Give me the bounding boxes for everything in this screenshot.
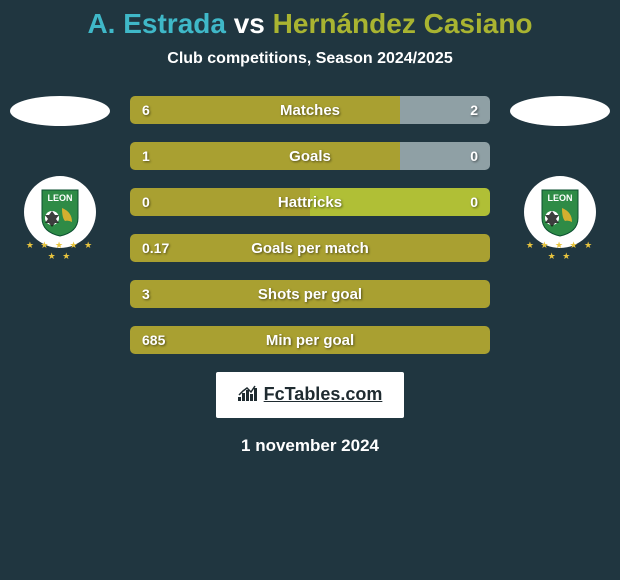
left-side: LEON ★ ★ ★ ★ ★ ★ ★ — [0, 96, 120, 254]
leon-crest-icon: LEON — [532, 184, 588, 240]
badge-circle: LEON — [524, 176, 596, 248]
right-side: LEON ★ ★ ★ ★ ★ ★ ★ — [500, 96, 620, 254]
stat-row: Min per goal685 — [130, 326, 490, 354]
badge-text: LEON — [47, 193, 72, 203]
date: 1 november 2024 — [0, 436, 620, 456]
player2-name: Hernández Casiano — [273, 8, 533, 39]
page-title: A. Estrada vs Hernández Casiano — [0, 8, 620, 40]
fctables-logo-icon — [238, 385, 258, 406]
content: LEON ★ ★ ★ ★ ★ ★ ★ LEON — [0, 96, 620, 456]
player1-team-badge: LEON ★ ★ ★ ★ ★ ★ ★ — [20, 174, 100, 254]
bar-value-left: 6 — [142, 96, 150, 124]
badge-stars: ★ ★ ★ ★ ★ ★ ★ — [520, 240, 600, 262]
fctables-link[interactable]: FcTables.com — [216, 372, 405, 418]
stat-row: Hattricks0 0 — [130, 188, 490, 216]
bar-label: Min per goal — [130, 326, 490, 354]
vs-text: vs — [234, 8, 265, 39]
bar-label: Hattricks — [130, 188, 490, 216]
bar-value-left: 1 — [142, 142, 150, 170]
player2-link[interactable]: Hernández Casiano — [273, 8, 533, 39]
badge-stars: ★ ★ ★ ★ ★ ★ ★ — [20, 240, 100, 262]
bar-label: Goals per match — [130, 234, 490, 262]
badge-circle: LEON — [24, 176, 96, 248]
bar-value-right: 0 — [470, 142, 478, 170]
stat-row: Goals per match0.17 — [130, 234, 490, 262]
root: A. Estrada vs Hernández Casiano Club com… — [0, 0, 620, 580]
bar-value-left: 3 — [142, 280, 150, 308]
stat-row: Shots per goal3 — [130, 280, 490, 308]
footer: FcTables.com — [0, 372, 620, 418]
bar-value-left: 0 — [142, 188, 150, 216]
bar-value-left: 0.17 — [142, 234, 169, 262]
bar-label: Goals — [130, 142, 490, 170]
player1-link[interactable]: A. Estrada — [87, 8, 226, 39]
bar-label: Shots per goal — [130, 280, 490, 308]
leon-crest-icon: LEON — [32, 184, 88, 240]
player1-photo-placeholder — [10, 96, 110, 126]
stat-bars: Matches62Goals10Hattricks00Goals per mat… — [130, 96, 490, 354]
subtitle: Club competitions, Season 2024/2025 — [0, 50, 620, 68]
bar-label: Matches — [130, 96, 490, 124]
badge-text: LEON — [547, 193, 572, 203]
bar-value-right: 2 — [470, 96, 478, 124]
player2-photo-placeholder — [510, 96, 610, 126]
bar-value-left: 685 — [142, 326, 165, 354]
stat-row: Matches6 2 — [130, 96, 490, 124]
player2-team-badge: LEON ★ ★ ★ ★ ★ ★ ★ — [520, 174, 600, 254]
fctables-text: FcTables.com — [264, 384, 383, 404]
bar-value-right: 0 — [470, 188, 478, 216]
player1-name: A. Estrada — [87, 8, 226, 39]
stat-row: Goals1 0 — [130, 142, 490, 170]
